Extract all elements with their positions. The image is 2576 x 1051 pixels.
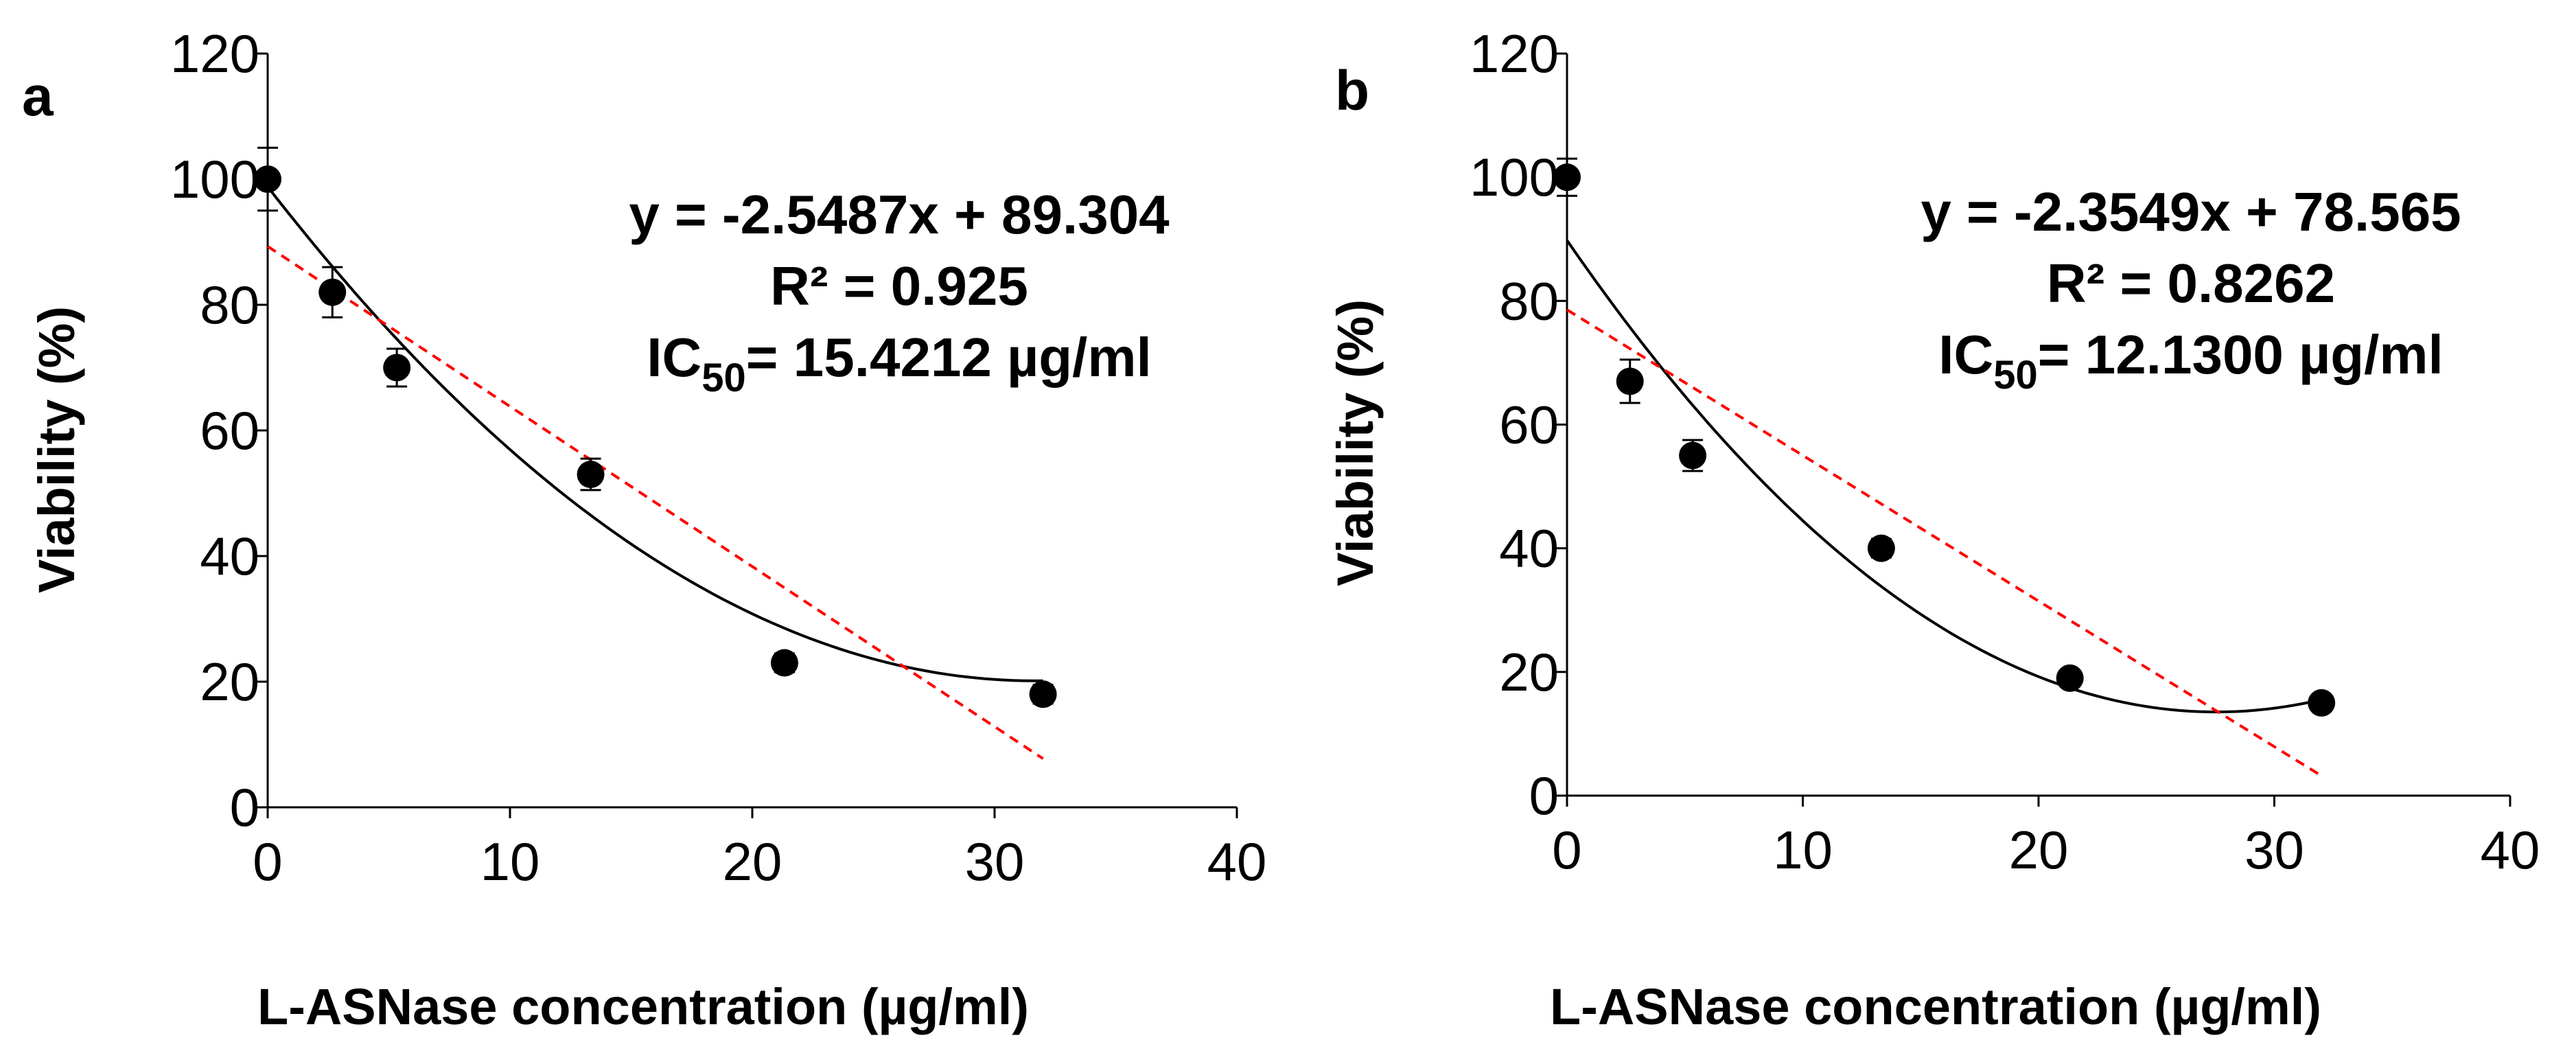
x-tick-label-a: 20 bbox=[723, 831, 782, 892]
data-point-b bbox=[1679, 441, 1707, 470]
poly-fit-curve-b bbox=[1566, 239, 2322, 714]
y-tick-label-a: 120 bbox=[170, 23, 259, 84]
y-tick-label-b: 0 bbox=[1529, 765, 1559, 826]
ic50-subscript-a: 50 bbox=[701, 356, 746, 400]
equation-b: y = -2.3549x + 78.565 bbox=[1921, 181, 2461, 242]
panel-label-b: b bbox=[1335, 60, 1369, 122]
y-tick-label-a: 60 bbox=[200, 400, 259, 461]
r-squared-b: R² = 0.8262 bbox=[2047, 253, 2335, 314]
x-axis-label-b: L-ASNase concentration (µg/ml) bbox=[1550, 978, 2321, 1035]
panel-label-a: a bbox=[22, 65, 54, 128]
x-tick-label-b: 0 bbox=[1552, 820, 1581, 880]
x-tick-label-b: 30 bbox=[2244, 820, 2304, 880]
y-tick-label-b: 20 bbox=[1499, 642, 1559, 702]
data-point-a bbox=[1029, 680, 1057, 708]
chart-panel-a: a Viability (%) L-ASNase concentration (… bbox=[22, 23, 1266, 1035]
x-tick-label-a: 40 bbox=[1207, 831, 1267, 892]
data-point-a bbox=[318, 278, 347, 306]
r-squared-a: R² = 0.925 bbox=[770, 255, 1028, 316]
data-point-a bbox=[770, 649, 798, 677]
ic50-a: IC50= 15.4212 µg/ml bbox=[647, 327, 1151, 400]
ic50-b: IC50= 12.1300 µg/ml bbox=[1938, 324, 2443, 397]
x-tick-label-a: 0 bbox=[253, 831, 282, 892]
y-tick-label-a: 100 bbox=[170, 149, 259, 209]
poly-fit-curve-a bbox=[266, 185, 1043, 682]
data-point-b bbox=[1867, 534, 1895, 562]
data-point-b bbox=[1616, 367, 1644, 395]
data-point-a bbox=[577, 461, 605, 489]
y-axis-label-a: Viability (%) bbox=[28, 306, 85, 593]
data-point-a bbox=[383, 354, 411, 382]
data-point-b bbox=[1553, 163, 1581, 192]
x-axis-label-a: L-ASNase concentration (µg/ml) bbox=[257, 978, 1029, 1035]
equation-a: y = -2.5487x + 89.304 bbox=[629, 184, 1170, 245]
y-tick-label-a: 20 bbox=[200, 651, 259, 712]
chart-panel-b: b Viability (%) L-ASNase concentration (… bbox=[1327, 23, 2540, 1035]
data-point-a bbox=[254, 165, 281, 193]
y-tick-label-a: 40 bbox=[200, 526, 259, 586]
x-tick-label-b: 20 bbox=[2009, 820, 2069, 880]
ic50-value-b: = 12.1300 µg/ml bbox=[2038, 324, 2444, 385]
y-tick-label-a: 0 bbox=[230, 777, 259, 838]
x-tick-label-b: 40 bbox=[2481, 820, 2540, 880]
x-tick-label-b: 10 bbox=[1773, 820, 1833, 880]
data-point-b bbox=[2056, 664, 2084, 692]
x-tick-label-a: 30 bbox=[965, 831, 1025, 892]
y-axis-label-b: Viability (%) bbox=[1327, 299, 1384, 586]
y-tick-label-a: 80 bbox=[200, 275, 259, 335]
ic50-prefix-b: IC bbox=[1938, 324, 1993, 385]
y-tick-label-b: 80 bbox=[1499, 270, 1559, 331]
ic50-prefix-a: IC bbox=[647, 327, 701, 388]
y-tick-label-b: 100 bbox=[1470, 147, 1559, 207]
ic50-value-a: = 15.4212 µg/ml bbox=[746, 327, 1152, 388]
y-tick-label-b: 120 bbox=[1470, 23, 1559, 84]
y-tick-label-b: 60 bbox=[1499, 395, 1559, 455]
y-tick-label-b: 40 bbox=[1499, 518, 1559, 579]
linear-fit-line-a bbox=[266, 245, 1044, 760]
x-tick-label-a: 10 bbox=[480, 831, 540, 892]
ic50-subscript-b: 50 bbox=[1993, 353, 2038, 397]
data-point-b bbox=[2308, 689, 2336, 717]
